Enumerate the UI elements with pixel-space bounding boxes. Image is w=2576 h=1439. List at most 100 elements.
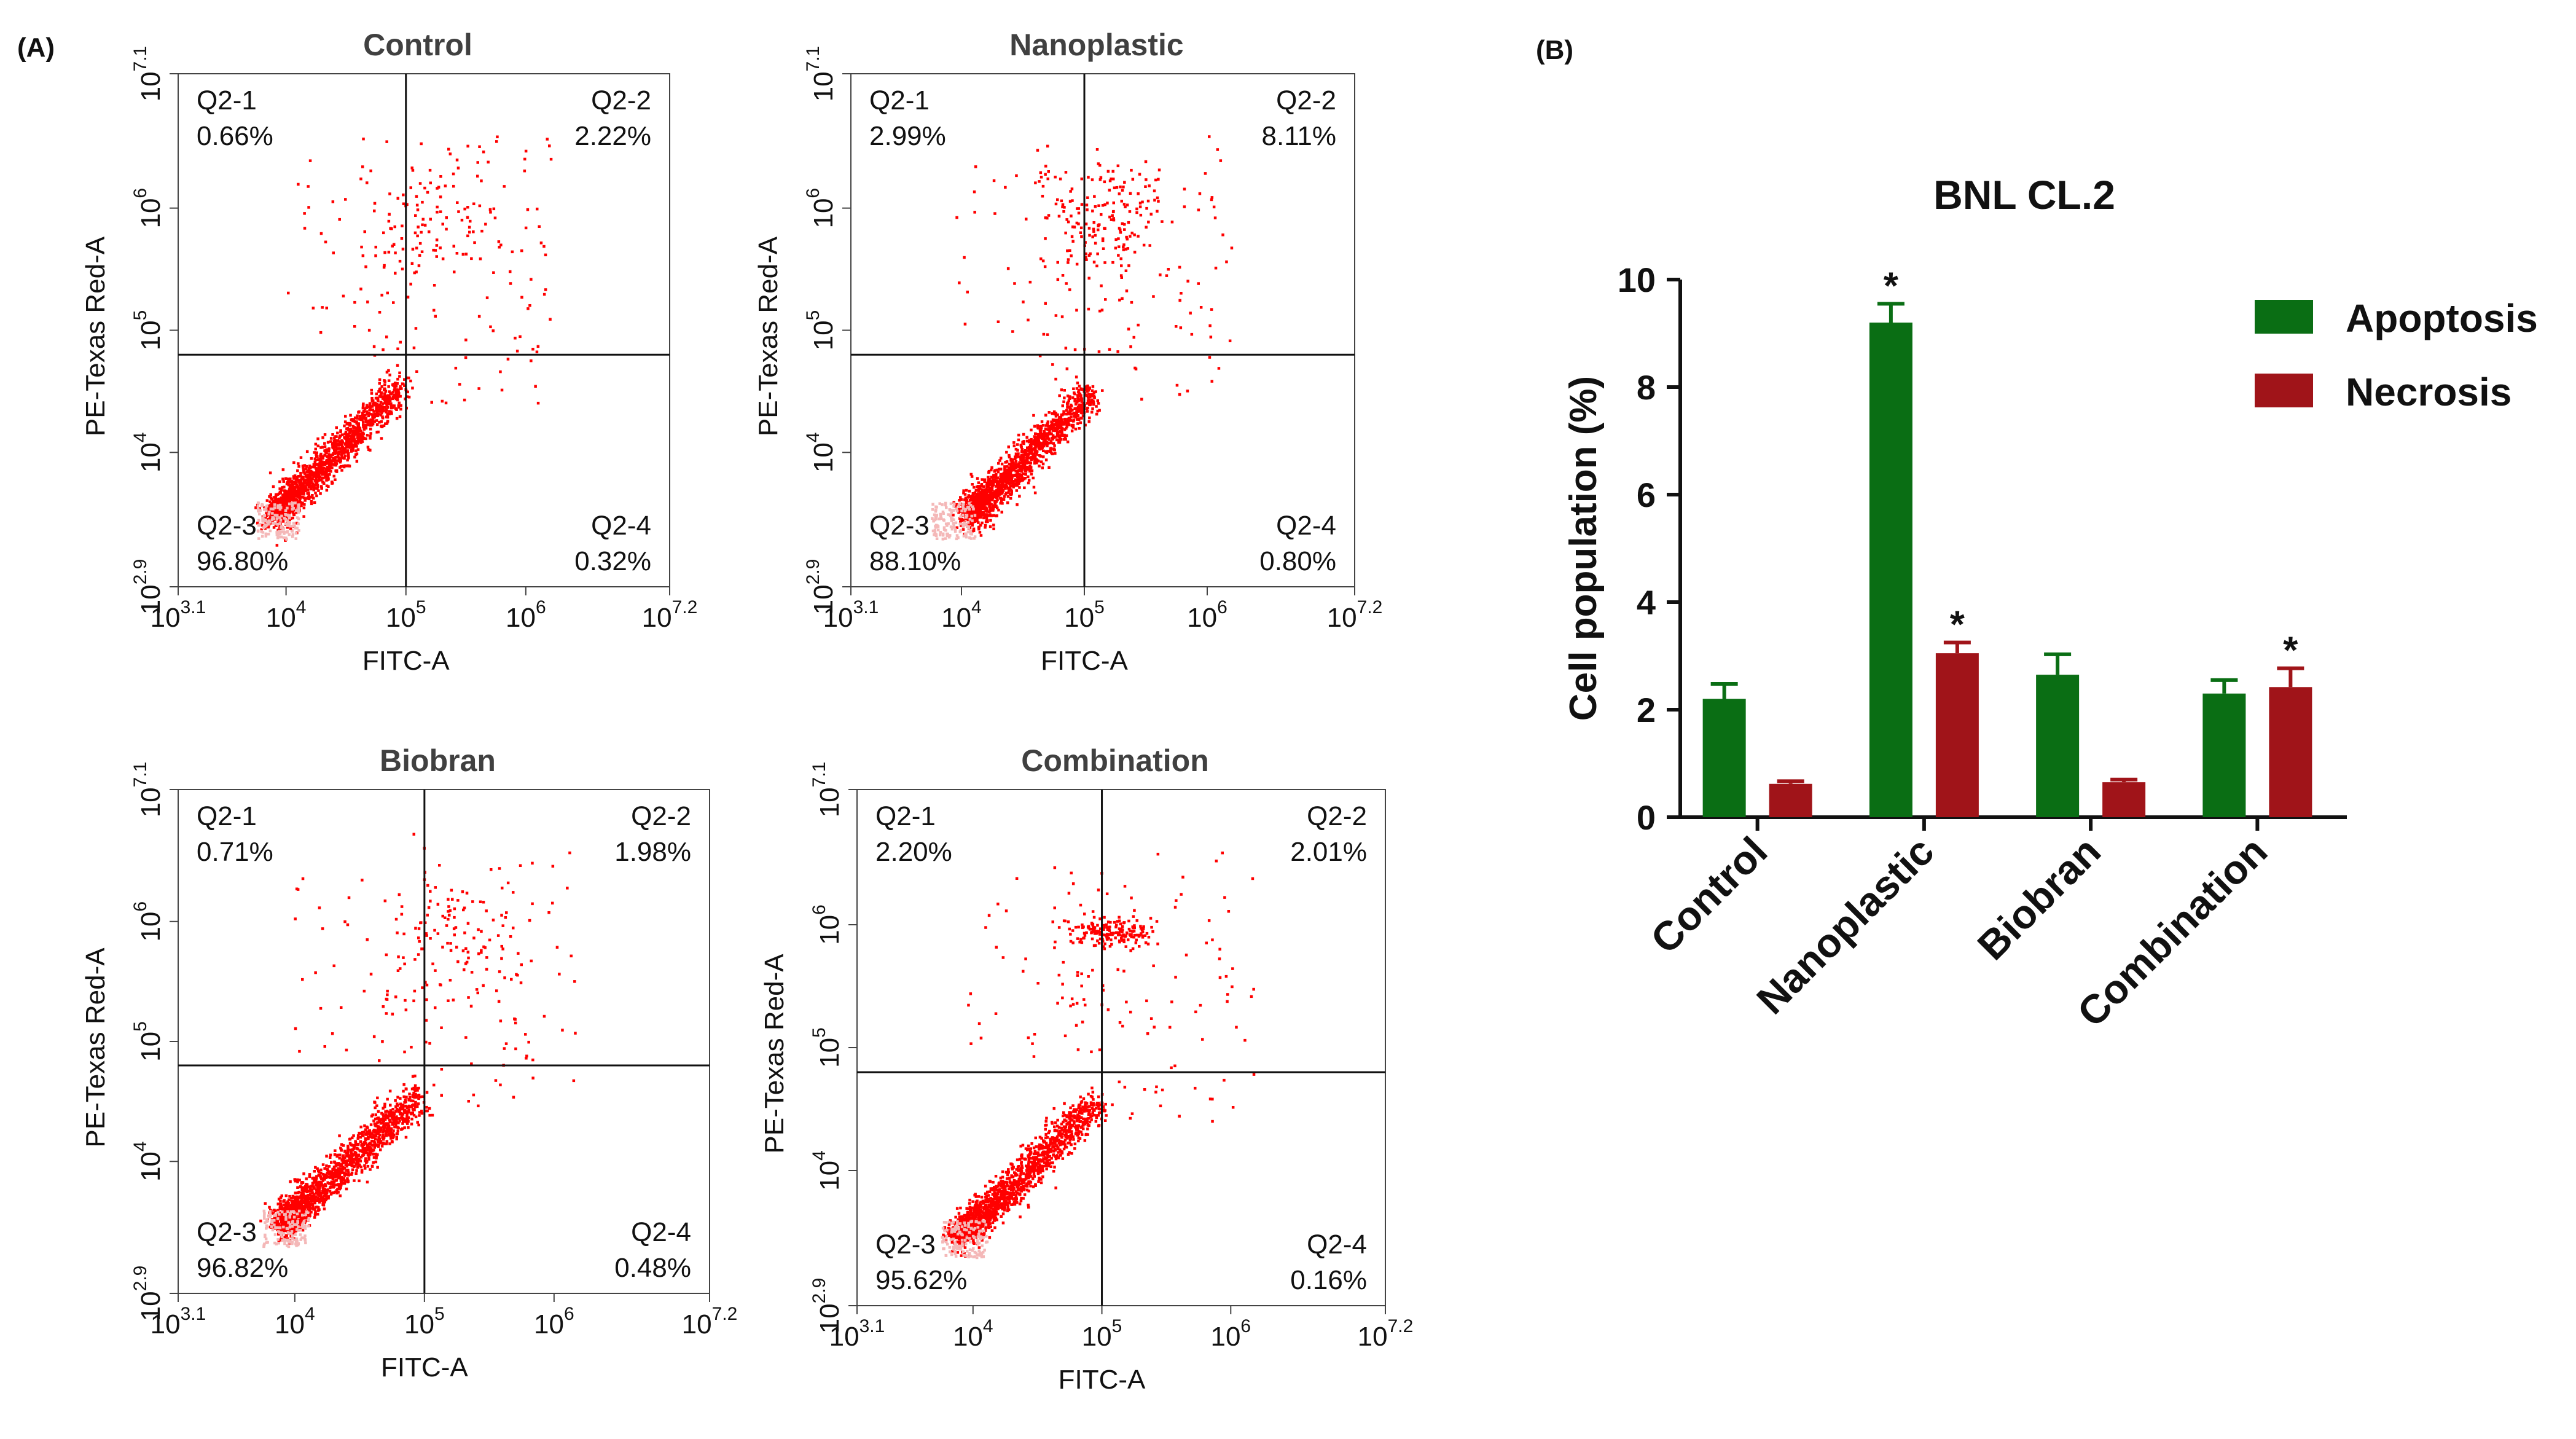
scatter-point (310, 1207, 313, 1210)
scatter-point (305, 497, 308, 500)
x-tick-label: 105 (386, 597, 426, 633)
scatter-point (942, 526, 946, 529)
scatter-point (1025, 466, 1028, 469)
scatter-point (1079, 417, 1082, 420)
scatter-point (374, 1113, 377, 1116)
scatter-point (288, 502, 291, 506)
scatter-point (1033, 436, 1036, 440)
scatter-point (268, 529, 272, 533)
scatter-point (1126, 237, 1129, 241)
scatter-point (1020, 450, 1024, 453)
scatter-point (1228, 339, 1232, 342)
scatter-point (287, 1204, 290, 1207)
scatter-point (283, 1220, 286, 1223)
scatter-point (352, 1134, 355, 1137)
scatter-point (358, 1149, 361, 1152)
scatter-point (324, 450, 327, 453)
scatter-point (1037, 446, 1041, 450)
scatter-point (374, 254, 377, 257)
x-tick-label: 103.1 (151, 597, 206, 633)
scatter-point (396, 1102, 399, 1105)
scatter-point (991, 492, 994, 496)
scatter-point (287, 291, 290, 295)
scatter-point (418, 1114, 421, 1117)
scatter-point (549, 318, 552, 321)
scatter-point (378, 311, 382, 314)
scatter-point (286, 496, 289, 500)
scatter-point (477, 315, 481, 318)
scatter-point (1098, 310, 1102, 313)
scatter-point (1066, 394, 1070, 398)
scatter-point (279, 531, 282, 535)
scatter-point (1076, 422, 1079, 425)
scatter-point (324, 461, 327, 465)
scatter-point (273, 496, 276, 499)
scatter-point (273, 501, 276, 504)
scatter-point (271, 516, 274, 519)
scatter-point (325, 1195, 328, 1199)
scatter-point (1055, 424, 1059, 428)
scatter-point (296, 1178, 299, 1182)
scatter-point (996, 498, 999, 501)
scatter-point (1067, 417, 1071, 420)
scatter-point (1075, 387, 1079, 390)
scatter-point (1092, 394, 1096, 398)
scatter-point (356, 436, 359, 439)
scatter-point (370, 397, 374, 400)
scatter-point (1078, 385, 1081, 388)
quadrant-q4-value: 0.32% (574, 546, 651, 576)
scatter-point (476, 174, 479, 178)
scatter-point (270, 502, 274, 505)
scatter-point (323, 433, 327, 436)
scatter-point (388, 213, 391, 216)
y-axis-title: PE-Texas Red-A (80, 236, 111, 436)
scatter-point (355, 422, 358, 425)
scatter-point (318, 1201, 321, 1204)
scatter-point (1023, 486, 1026, 490)
scatter-point (996, 320, 1000, 323)
scatter-point (1039, 460, 1043, 463)
scatter-point (284, 518, 288, 521)
scatter-point (398, 259, 402, 263)
scatter-point (359, 1125, 362, 1129)
scatter-point (334, 445, 337, 449)
scatter-point (544, 253, 547, 257)
scatter-point (981, 494, 984, 497)
scatter-point (1145, 225, 1148, 229)
scatter-point (447, 147, 450, 151)
scatter-point (283, 1199, 286, 1202)
scatter-point (380, 420, 383, 423)
scatter-point (1069, 408, 1072, 411)
scatter-point (296, 1186, 299, 1189)
scatter-point (934, 534, 938, 537)
scatter-point (1008, 455, 1011, 459)
scatter-point (1070, 429, 1074, 433)
scatter-point (296, 485, 299, 488)
scatter-point (983, 478, 987, 481)
scatter-point (1088, 395, 1092, 399)
scatter-point (1035, 450, 1038, 454)
scatter-point (340, 1175, 343, 1179)
scatter-point (1014, 482, 1017, 486)
scatter-point (938, 517, 941, 520)
scatter-point (283, 485, 286, 488)
scatter-point (970, 511, 973, 515)
scatter-point (1084, 241, 1087, 244)
scatter-point (313, 471, 316, 474)
scatter-point (1003, 477, 1007, 480)
scatter-point (1214, 267, 1218, 270)
scatter-point (284, 1203, 287, 1207)
scatter-point (321, 306, 324, 309)
scatter-point (1116, 164, 1120, 168)
scatter-point (413, 1104, 417, 1107)
scatter-point (327, 464, 331, 467)
scatter-point (1030, 472, 1033, 476)
scatter-point (1075, 308, 1078, 312)
scatter-point (1178, 265, 1181, 269)
scatter-point (445, 216, 448, 219)
scatter-point (416, 208, 420, 211)
scatter-point (346, 434, 350, 437)
scatter-point (380, 385, 383, 388)
scatter-point (1007, 491, 1010, 494)
